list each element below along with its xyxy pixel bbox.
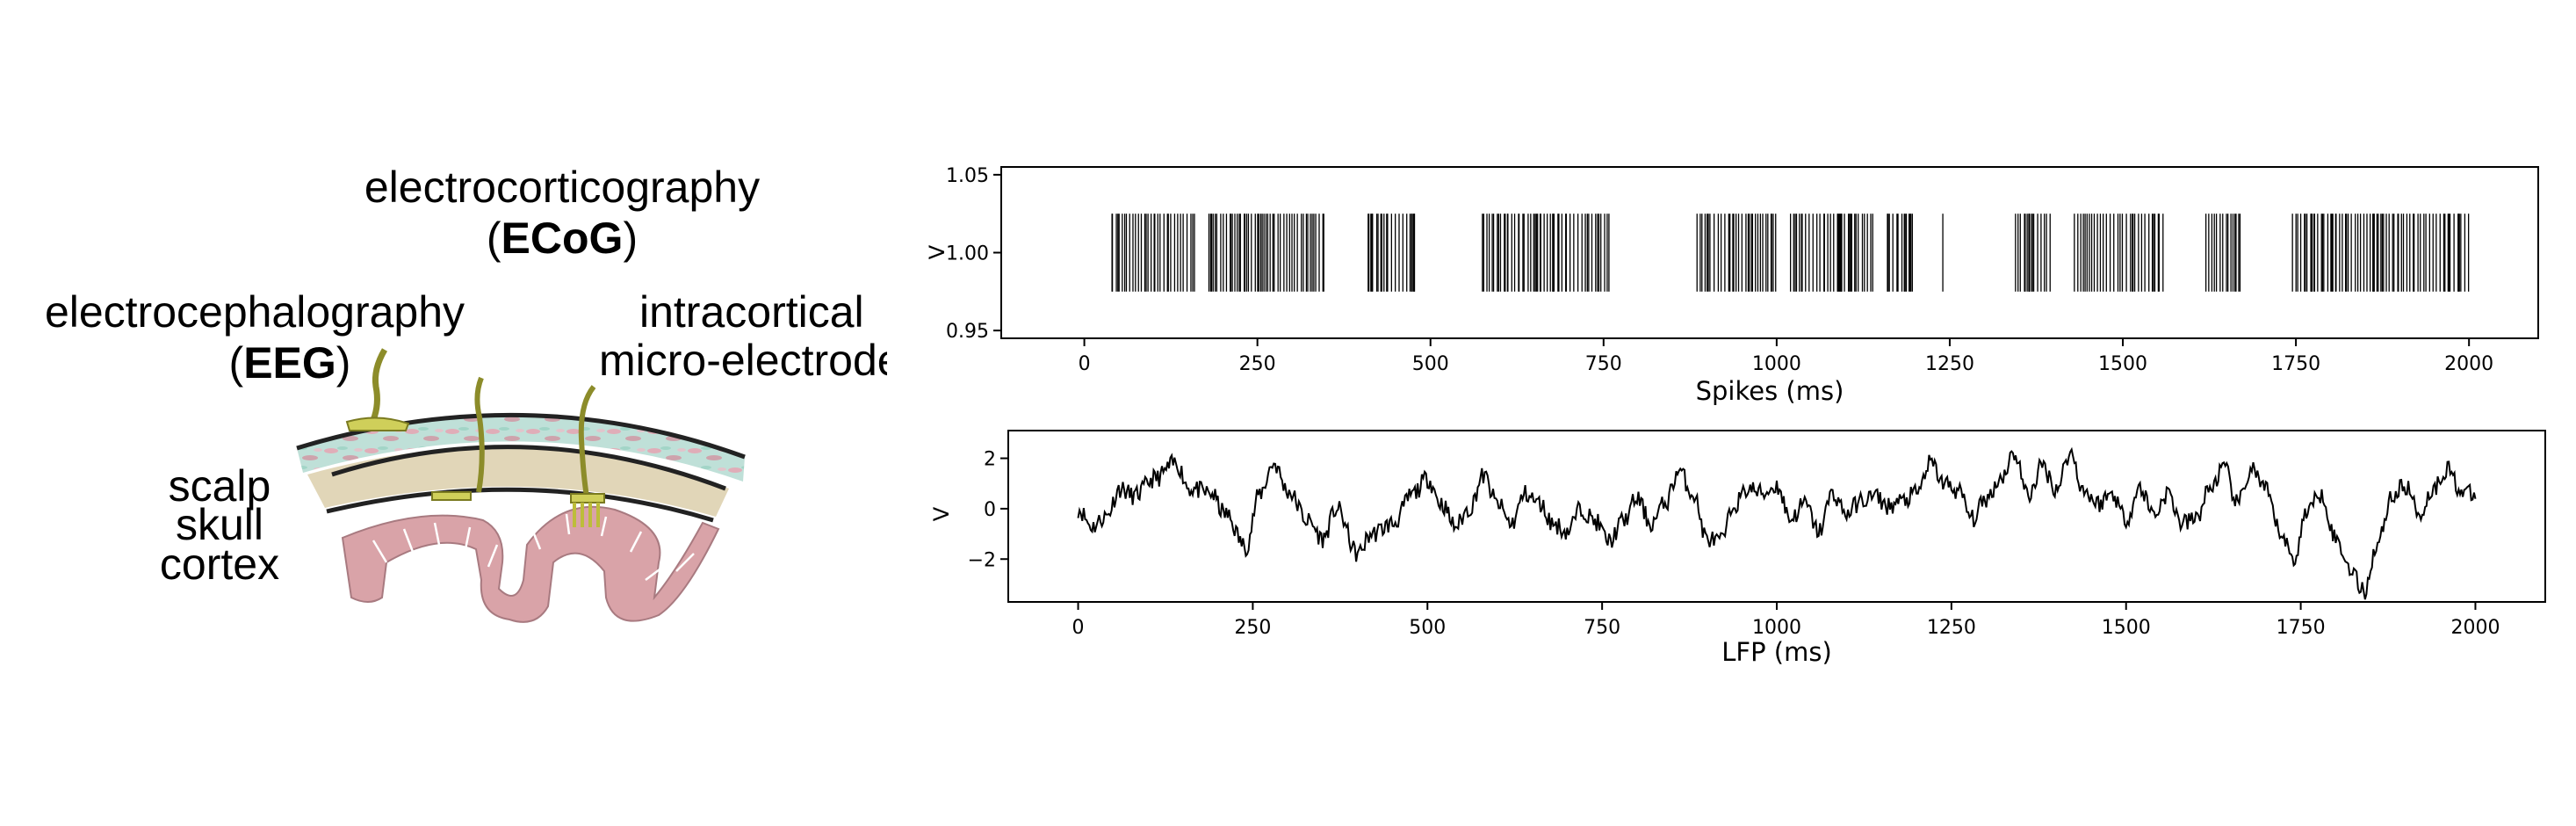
lfp-y-axis-label: V: [929, 506, 954, 521]
scalp-layer: [297, 415, 745, 482]
spikes-y-tick-label: 0.95: [946, 321, 989, 343]
spikes-x-tick-label: 2000: [2444, 353, 2493, 375]
skull-layer: [307, 446, 729, 517]
lfp-x-tick-label: 1750: [2277, 617, 2326, 639]
spikes-x-tick-label: 500: [1412, 353, 1449, 375]
spikes-x-tick-label: 750: [1585, 353, 1622, 375]
ecog-abbr: ECoG: [501, 214, 624, 263]
anatomy-illustration: [296, 348, 746, 623]
eeg-electrode: [345, 348, 410, 431]
intracortical-electrode: [570, 385, 605, 527]
spikes-x-tick-label: 1250: [1925, 353, 1974, 375]
spikes-x-tick-label: 1500: [2098, 353, 2147, 375]
spikes-x-tick-label: 0: [1079, 353, 1091, 375]
lfp-x-tick-label: 0: [1072, 617, 1085, 639]
lfp-x-tick-label: 1250: [1927, 617, 1976, 639]
lfp-x-tick-label: 250: [1234, 617, 1271, 639]
lfp-x-tick-label: 500: [1409, 617, 1446, 639]
cortex-field-arrows: [372, 513, 695, 581]
lfp-x-tick-label: 2000: [2450, 617, 2500, 639]
microelectrode-label: micro-electrode: [599, 336, 887, 385]
layer-cortex-label: cortex: [159, 540, 280, 589]
lfp-x-tick-label: 1500: [2102, 617, 2151, 639]
lfp-y-tick-label: 2: [984, 449, 996, 471]
spikes-x-tick-label: 1000: [1752, 353, 1801, 375]
layer-skull-label: skull: [175, 500, 264, 549]
eeg-abbr: EEG: [243, 338, 336, 388]
signal-charts: 0 250 500 750 1000 1250 1500 1750 2000 0.95 1.00 1…: [887, 0, 2576, 826]
brain-recording-diagram: electrocorticography (ECoG) electrocepha…: [0, 0, 887, 826]
cortex-layer: [341, 505, 720, 623]
spikes-x-axis-label: Spikes (ms): [1696, 376, 1844, 406]
spikes-x-tick-label: 1750: [2271, 353, 2320, 375]
lfp-series-line: [1077, 446, 2477, 600]
spike-events: [1111, 214, 2470, 292]
spikes-raster-chart: 0 250 500 750 1000 1250 1500 1750 2000 0.95 1.00 1…: [925, 165, 2539, 406]
lfp-x-tick-label: 1000: [1752, 617, 1801, 639]
ecog-electrode: [431, 376, 485, 501]
lfp-y-tick-label: 0: [984, 499, 996, 521]
eeg-label: electrocephalography (EEG): [44, 287, 465, 388]
lfp-x-tick-label: 750: [1584, 617, 1620, 639]
lfp-x-axis-label: LFP (ms): [1721, 637, 1832, 667]
ecog-label: electrocorticography (ECoG): [364, 163, 761, 263]
lfp-line-chart: 0 250 500 750 1000 1250 1500 1750 2000 −2 0 2 LFP …: [929, 430, 2546, 667]
lfp-plot-frame: [1007, 430, 2546, 603]
layer-scalp-label: scalp: [168, 461, 271, 511]
spikes-y-tick-label: 1.00: [946, 243, 989, 265]
lfp-y-tick-label: −2: [968, 549, 996, 571]
intracortical-label: intracortical: [639, 287, 864, 337]
spikes-x-tick-label: 250: [1239, 353, 1276, 375]
spikes-y-axis-label: V: [925, 244, 949, 259]
spikes-y-tick-label: 1.05: [946, 165, 989, 187]
